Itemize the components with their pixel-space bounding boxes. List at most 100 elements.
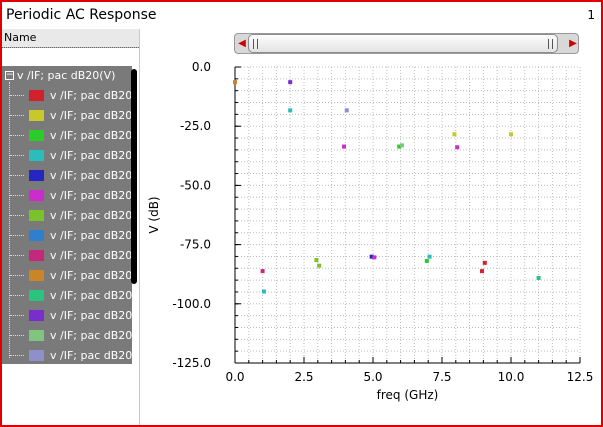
legend-column-header[interactable]: Name <box>2 29 139 48</box>
legend-item-label: v /IF; pac dB20( <box>50 349 132 362</box>
tree-connector <box>10 235 24 236</box>
data-point <box>536 275 541 280</box>
window-number: 1 <box>587 8 595 22</box>
title-bar: Periodic AC Response 1 <box>2 2 601 29</box>
legend-swatch <box>29 210 44 221</box>
legend-swatch <box>29 130 44 141</box>
tree-connector <box>10 295 24 296</box>
legend-item-label: v /IF; pac dB20( <box>50 269 132 282</box>
legend-item-label: v /IF; pac dB20( <box>50 169 132 182</box>
legend-item-label: v /IF; pac dB20( <box>50 329 132 342</box>
data-point <box>480 269 485 274</box>
scroll-right-arrow-icon[interactable]: ▶ <box>569 38 577 49</box>
y-tick-label: -100.0 <box>172 297 211 311</box>
data-point <box>288 80 293 85</box>
tree-connector <box>10 135 24 136</box>
legend-item[interactable]: v /IF; pac dB20( <box>2 146 132 166</box>
data-point <box>427 254 432 259</box>
data-point <box>288 108 293 113</box>
data-point <box>261 289 266 294</box>
window-title: Periodic AC Response <box>6 7 157 23</box>
legend-panel: Name − v /IF; pac dB20(V) v /IF; pac dB2… <box>2 29 140 425</box>
legend-scrollbar[interactable] <box>131 69 137 284</box>
legend-swatch <box>29 270 44 281</box>
tree-connector <box>10 315 24 316</box>
legend-item-label: v /IF; pac dB20( <box>50 189 132 202</box>
legend-item-label: v /IF; pac dB20( <box>50 149 132 162</box>
tree-connector <box>10 155 24 156</box>
tree-connector <box>10 355 24 356</box>
data-point <box>233 80 237 85</box>
collapse-icon[interactable]: − <box>5 70 14 80</box>
legend-header-label: Name <box>4 31 37 44</box>
legend-item[interactable]: v /IF; pac dB20( <box>2 166 132 186</box>
data-point <box>260 269 265 274</box>
y-tick-label: -25.0 <box>180 119 211 133</box>
data-point <box>317 263 322 268</box>
legend-group-label: v /IF; pac dB20(V) <box>17 69 116 82</box>
tree-connector <box>10 275 24 276</box>
tree-connector <box>10 335 24 336</box>
data-point <box>314 257 319 262</box>
legend-swatch <box>29 110 44 121</box>
x-tick-label: 2.5 <box>294 370 313 384</box>
legend-swatch <box>29 230 44 241</box>
y-tick-label: -125.0 <box>172 356 211 370</box>
tree-connector <box>10 215 24 216</box>
horizontal-scroll[interactable]: ◀ ▶ <box>234 32 579 55</box>
y-axis-title: V (dB) <box>147 196 161 233</box>
legend-item[interactable]: v /IF; pac dB20( <box>2 346 132 366</box>
x-tick-label: 10.0 <box>498 370 525 384</box>
legend-item[interactable]: v /IF; pac dB20( <box>2 266 132 286</box>
x-tick-label: 12.5 <box>567 370 594 384</box>
legend-swatch <box>29 290 44 301</box>
legend-tree: − v /IF; pac dB20(V) v /IF; pac dB20(v /… <box>2 66 132 364</box>
data-point <box>399 143 404 148</box>
tree-connector <box>10 95 24 96</box>
tree-connector <box>10 115 24 116</box>
x-tick-label: 0.0 <box>225 370 244 384</box>
legend-item-label: v /IF; pac dB20( <box>50 229 132 242</box>
legend-item[interactable]: v /IF; pac dB20( <box>2 326 132 346</box>
plot-area[interactable]: 0.0 2.5 5.0 7.5 10.0 12.5 0.0 -25.0 -50.0 -75.0 -1… <box>140 29 601 425</box>
legend-swatch <box>29 190 44 201</box>
data-point <box>482 260 487 265</box>
y-tick-label: 0.0 <box>192 60 211 74</box>
legend-item[interactable]: v /IF; pac dB20( <box>2 86 132 106</box>
legend-item[interactable]: v /IF; pac dB20( <box>2 226 132 246</box>
grip-icon <box>548 39 553 49</box>
tree-connector <box>9 82 10 358</box>
legend-header-divider <box>2 47 139 52</box>
scroll-left-arrow-icon[interactable]: ◀ <box>238 38 246 49</box>
data-point <box>344 108 349 113</box>
legend-item-label: v /IF; pac dB20( <box>50 129 132 142</box>
scroll-thumb[interactable] <box>248 34 558 53</box>
legend-swatch <box>29 150 44 161</box>
data-point <box>372 255 377 260</box>
legend-item[interactable]: v /IF; pac dB20( <box>2 186 132 206</box>
legend-swatch <box>29 250 44 261</box>
legend-swatch <box>29 350 44 361</box>
legend-item-label: v /IF; pac dB20( <box>50 89 132 102</box>
legend-item[interactable]: v /IF; pac dB20( <box>2 206 132 226</box>
legend-item[interactable]: v /IF; pac dB20( <box>2 126 132 146</box>
legend-group[interactable]: − v /IF; pac dB20(V) <box>2 68 132 84</box>
legend-swatch <box>29 170 44 181</box>
x-tick-label: 5.0 <box>363 370 382 384</box>
legend-item[interactable]: v /IF; pac dB20( <box>2 286 132 306</box>
legend-swatch <box>29 330 44 341</box>
legend-item[interactable]: v /IF; pac dB20( <box>2 306 132 326</box>
legend-item[interactable]: v /IF; pac dB20( <box>2 106 132 126</box>
tree-connector <box>10 175 24 176</box>
data-point <box>369 254 374 259</box>
data-point <box>424 258 429 263</box>
data-point <box>342 144 347 149</box>
x-tick-label: 7.5 <box>432 370 451 384</box>
y-tick-label: -50.0 <box>180 178 211 192</box>
tree-connector <box>10 255 24 256</box>
y-tick-label: -75.0 <box>180 238 211 252</box>
legend-item[interactable]: v /IF; pac dB20( <box>2 246 132 266</box>
legend-swatch <box>29 310 44 321</box>
legend-item-label: v /IF; pac dB20( <box>50 249 132 262</box>
